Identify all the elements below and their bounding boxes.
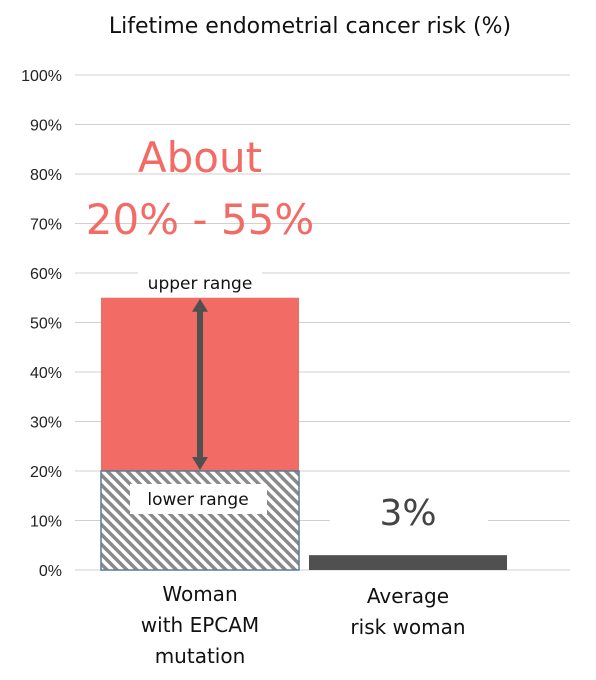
y-tick-label: 100% bbox=[21, 68, 62, 85]
x-category-label-line: mutation bbox=[155, 644, 246, 668]
upper-label-bg bbox=[138, 268, 262, 294]
range-text-line1: About bbox=[138, 133, 262, 182]
y-tick-label: 70% bbox=[30, 217, 62, 234]
lower-range-label: lower range bbox=[147, 490, 248, 510]
x-category-label-line: with EPCAM bbox=[141, 613, 259, 637]
bar-average bbox=[309, 555, 507, 570]
y-tick-label: 0% bbox=[39, 563, 62, 580]
y-tick-label: 40% bbox=[30, 365, 62, 382]
y-tick-label: 80% bbox=[30, 167, 62, 184]
y-tick-label: 10% bbox=[30, 514, 62, 531]
x-category-label-line: risk woman bbox=[350, 615, 465, 639]
x-category-label: Average risk woman bbox=[350, 584, 465, 639]
x-axis-categories: Woman with EPCAM mutation Average risk woman bbox=[141, 582, 466, 668]
avg-label-bg bbox=[330, 482, 488, 538]
y-tick-label: 50% bbox=[30, 316, 62, 333]
range-arrow-head-up bbox=[192, 298, 208, 312]
upper-range-label: upper range bbox=[148, 274, 253, 294]
y-tick-label: 90% bbox=[30, 118, 62, 135]
lower-label-bg bbox=[130, 484, 267, 514]
x-category-label-line: Woman bbox=[162, 582, 237, 606]
x-category-label: Woman with EPCAM mutation bbox=[141, 582, 259, 668]
chart-title: Lifetime endometrial cancer risk (%) bbox=[109, 14, 511, 39]
y-tick-label: 20% bbox=[30, 464, 62, 481]
y-tick-label: 30% bbox=[30, 415, 62, 432]
range-text-line2: 20% - 55% bbox=[86, 195, 315, 244]
y-tick-label: 60% bbox=[30, 266, 62, 283]
y-axis-ticks: 0% 10% 20% 30% 40% 50% 60% 70% 80% 90% 100% bbox=[21, 68, 62, 580]
range-arrow-head-down bbox=[192, 457, 208, 470]
x-category-label-line: Average bbox=[367, 584, 449, 608]
annotations: About 20% - 55% upper range lower range 3% bbox=[86, 133, 488, 538]
average-value-label: 3% bbox=[379, 493, 436, 534]
